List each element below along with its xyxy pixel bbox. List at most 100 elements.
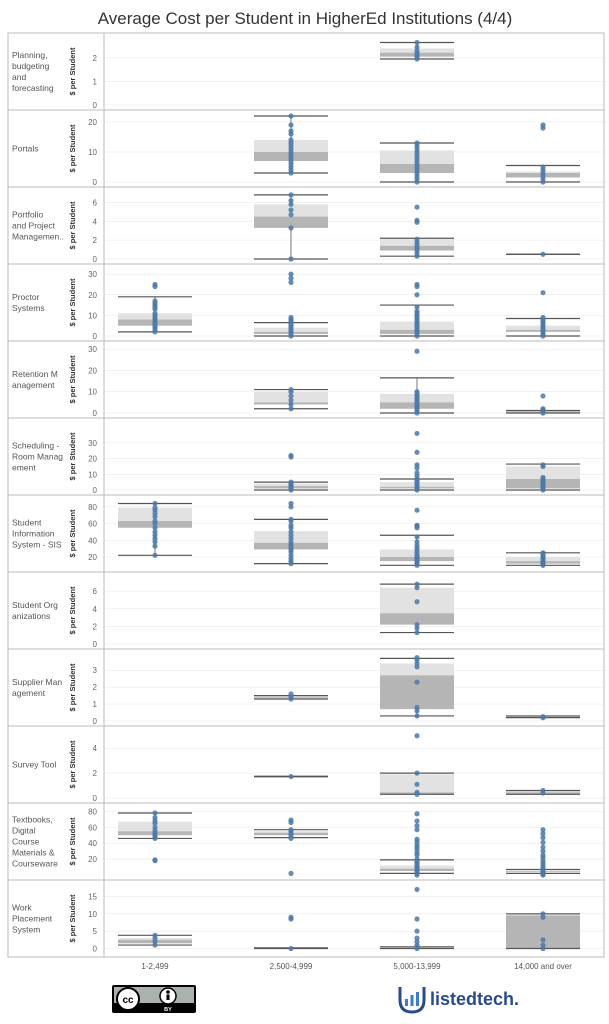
listedtech-wordmark: listedtech. (430, 989, 519, 1009)
box-plot (254, 192, 328, 262)
data-point (414, 856, 420, 862)
data-point (540, 462, 546, 468)
data-point (288, 914, 294, 920)
y-tick-label: 10 (88, 470, 97, 479)
data-point (540, 122, 546, 128)
data-point (540, 290, 546, 296)
facet-row: Planning, budgeting and forecasting $ per St… (12, 39, 604, 110)
y-tick-label: 30 (88, 270, 97, 279)
data-point (414, 539, 420, 545)
facet-row: Textbooks, Digital Course Materials & Course… (8, 802, 604, 878)
plot-area: Planning, budgeting and forecasting $ per St… (7, 32, 605, 958)
box-plot (118, 281, 192, 335)
listedtech-shield-icon (398, 987, 426, 1014)
data-point (540, 942, 546, 948)
data-point (152, 500, 158, 507)
row-label: Survey Tool (12, 760, 56, 770)
box-plot (380, 281, 454, 339)
data-point (288, 207, 294, 213)
box-plot (254, 113, 328, 176)
box-plot (254, 817, 328, 877)
data-point (152, 298, 158, 304)
data-point (414, 818, 420, 824)
listedtech-bar-3-icon (416, 992, 419, 1006)
facet-row: Portfolio and Project Managemen.. $ per Stu… (8, 186, 604, 264)
by-badge-text: BY (164, 1007, 172, 1013)
y-tick-label: 60 (88, 520, 97, 529)
box-plot (506, 714, 580, 721)
y-tick-label: 0 (93, 717, 98, 726)
data-point (288, 773, 294, 780)
data-point (152, 932, 158, 938)
facet-row: Survey Tool $ per Student 0 2 4 (8, 725, 604, 803)
box-plot (506, 787, 580, 796)
y-tick-label: 2 (93, 622, 98, 631)
box-upper-quartile (506, 466, 580, 479)
y-tick-label: 10 (88, 388, 97, 397)
data-point (540, 835, 546, 841)
y-tick-label: 2 (93, 236, 98, 245)
data-point (414, 704, 420, 711)
box-plot (506, 251, 580, 257)
data-point (414, 836, 420, 842)
box-plot (254, 452, 328, 493)
data-point (152, 518, 158, 524)
listedtech-logo: listedtech. (398, 987, 519, 1014)
facet-row: Proctor Systems $ per Student 0 10 20 30 (8, 263, 604, 341)
data-point (152, 815, 158, 821)
data-point (288, 275, 294, 281)
box-plot (380, 733, 454, 797)
facet-row: Portals $ per Student 0 10 20 (8, 109, 604, 187)
data-point (152, 525, 158, 531)
box-plot (380, 811, 454, 878)
data-point (414, 581, 420, 587)
data-point (152, 810, 158, 816)
data-point (288, 452, 294, 459)
row-label: Portfolio and Project Managemen.. (12, 210, 64, 242)
row-label: Planning, budgeting and forecasting (12, 50, 54, 93)
data-point (288, 500, 294, 507)
data-point (288, 516, 294, 522)
y-axis-label: $ per Student (68, 278, 77, 326)
data-point (414, 292, 420, 298)
y-tick-label: 80 (88, 503, 97, 512)
y-tick-label: 0 (93, 945, 98, 954)
data-point (414, 217, 420, 223)
y-tick-label: 30 (88, 439, 97, 448)
box-plot (380, 430, 454, 493)
y-tick-label: 20 (88, 553, 97, 562)
box-plot (506, 911, 580, 952)
data-point (540, 831, 546, 837)
data-point (288, 827, 294, 833)
data-point (414, 308, 420, 314)
y-tick-label: 40 (88, 839, 97, 848)
data-point (152, 505, 158, 511)
box-plot (380, 886, 454, 952)
data-point (414, 39, 420, 46)
row-label: Student Org anizations (12, 600, 58, 621)
data-point (414, 823, 420, 829)
y-axis-label: $ per Student (68, 586, 77, 634)
box-plot (254, 773, 328, 780)
y-tick-label: 5 (93, 927, 98, 936)
y-tick-label: 2 (93, 769, 98, 778)
box-plot (380, 348, 454, 416)
y-tick-label: 1 (93, 700, 98, 709)
box-lower-quartile (380, 613, 454, 625)
y-tick-label: 30 (88, 345, 97, 354)
data-point (414, 348, 420, 354)
data-point (288, 691, 294, 697)
x-tick-label: 5,000-13,999 (393, 962, 441, 971)
data-point (540, 164, 546, 170)
data-point (288, 225, 294, 231)
data-point (414, 462, 420, 468)
data-point (288, 870, 294, 877)
y-tick-label: 4 (93, 744, 98, 753)
data-point (414, 679, 420, 685)
data-point (414, 781, 420, 787)
facet-row: Student Org anizations $ per Student 0 2 4 6 (8, 571, 604, 649)
box-plot (380, 140, 454, 185)
data-point (540, 550, 546, 556)
data-point (540, 393, 546, 399)
